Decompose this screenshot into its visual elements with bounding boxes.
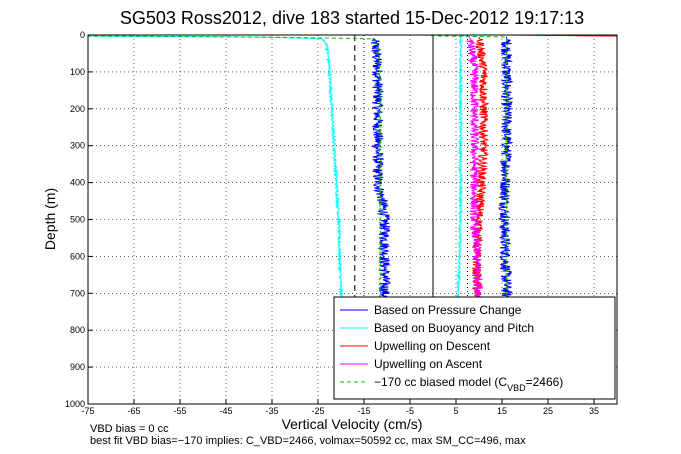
vbd-bias-note: VBD bias = 0 cc — [90, 423, 169, 435]
y-tick-label: 100 — [70, 67, 85, 77]
y-tick-label: 1000 — [65, 399, 85, 409]
series-line-descent — [370, 37, 392, 305]
legend-model-subscript: VBD — [507, 383, 526, 393]
x-tick-label: -45 — [219, 406, 232, 416]
y-axis-ticks: 0 100 200 300 400 500 600 700 800 900 1000 — [65, 30, 93, 409]
y-tick-label: 900 — [70, 362, 85, 372]
y-tick-label: 800 — [70, 325, 85, 335]
x-tick-label: 5 — [453, 406, 458, 416]
x-tick-label: -5 — [406, 406, 414, 416]
legend: Based on Pressure Change Based on Buoyan… — [333, 296, 616, 400]
y-tick-label: 300 — [70, 141, 85, 151]
legend-label-pressure: Based on Pressure Change — [374, 303, 522, 317]
legend-label-model: −170 cc biased model (CVBD=2466) — [374, 375, 563, 393]
series-line-ascent — [498, 36, 514, 305]
x-axis-ticks: -75 -65 -55 -45 -35 -25 -15 -5 5 15 25 35 — [81, 399, 599, 416]
x-axis-label: Vertical Velocity (cm/s) — [282, 416, 423, 432]
legend-model-label-main: −170 cc biased model (C — [374, 375, 507, 389]
series-line-ascent — [423, 34, 509, 305]
best-fit-note: best fit VBD bias=−170 implies: C_VBD=24… — [90, 435, 526, 447]
x-tick-label: -15 — [357, 406, 370, 416]
x-tick-label: -75 — [81, 406, 94, 416]
y-axis-label: Depth (m) — [42, 188, 58, 250]
y-tick-label: 400 — [70, 178, 85, 188]
series-line-descent — [466, 36, 483, 305]
series-line-descent — [87, 35, 344, 305]
legend-label-upwelling-ascent: Upwelling on Ascent — [374, 357, 483, 371]
x-tick-label: 15 — [497, 406, 507, 416]
series-line-descent — [87, 35, 383, 305]
x-tick-label: -25 — [311, 406, 324, 416]
y-tick-label: 200 — [70, 104, 85, 114]
y-tick-label: 0 — [80, 30, 85, 40]
x-tick-label: -65 — [127, 406, 140, 416]
reference-lines — [354, 35, 468, 305]
legend-model-suffix: =2466) — [526, 375, 564, 389]
y-tick-label: 500 — [70, 215, 85, 225]
x-tick-label: 25 — [543, 406, 553, 416]
y-tick-label: 600 — [70, 251, 85, 261]
series-line-ascent — [455, 34, 466, 305]
legend-box — [333, 296, 616, 400]
data-series — [87, 34, 618, 305]
chart-title: SG503 Ross2012, dive 183 started 15-Dec-… — [120, 8, 584, 28]
x-tick-label: 35 — [589, 406, 599, 416]
legend-label-buoyancy: Based on Buoyancy and Pitch — [374, 321, 534, 335]
x-tick-label: -55 — [173, 406, 186, 416]
x-tick-label: -35 — [265, 406, 278, 416]
legend-label-upwelling-descent: Upwelling on Descent — [374, 339, 491, 353]
y-tick-label: 700 — [70, 288, 85, 298]
